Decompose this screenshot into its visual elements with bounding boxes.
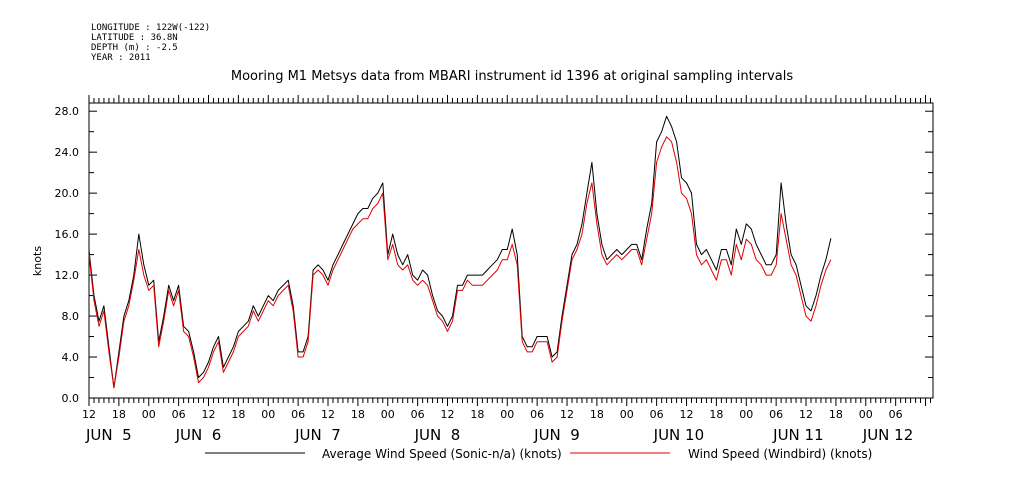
meta-depth: DEPTH (m) : -2.5 xyxy=(91,43,178,53)
y-tick-label: 4.0 xyxy=(62,351,80,364)
y-tick-label: 8.0 xyxy=(62,310,80,323)
legend-label-sonic: Average Wind Speed (Sonic-n/a) (knots) xyxy=(322,447,562,461)
axis-ticks xyxy=(88,95,933,406)
date-label: JUN 10 xyxy=(653,426,704,444)
x-tick-label: 18 xyxy=(231,408,245,421)
x-tick-label: 06 xyxy=(889,408,903,421)
x-tick-label: 12 xyxy=(560,408,574,421)
x-tick-label: 00 xyxy=(261,408,275,421)
date-label: JUN 12 xyxy=(862,426,913,444)
x-tick-label: 18 xyxy=(351,408,365,421)
series-line-sonic xyxy=(88,115,832,389)
y-tick-label: 12.0 xyxy=(55,269,80,282)
y-tick-label: 24.0 xyxy=(55,146,80,159)
meta-year: YEAR : 2011 xyxy=(91,53,151,63)
x-tick-label: 12 xyxy=(799,408,813,421)
x-tick-label: 12 xyxy=(321,408,335,421)
x-tick-label: 00 xyxy=(859,408,873,421)
chart-title: Mooring M1 Metsys data from MBARI instru… xyxy=(231,69,793,84)
x-tick-label: 00 xyxy=(500,408,514,421)
x-tick-labels: 12 18 00 06 12 18 00 06 12 18 00 06 12 18 00 06 12 18 00 06… xyxy=(82,408,903,421)
x-tick-label: 12 xyxy=(441,408,455,421)
x-tick-label: 06 xyxy=(172,408,186,421)
y-axis-label: knots xyxy=(31,246,44,276)
series-line-windbird xyxy=(88,136,832,389)
x-tick-label: 00 xyxy=(620,408,634,421)
x-tick-label: 18 xyxy=(470,408,484,421)
x-tick-label: 18 xyxy=(590,408,604,421)
x-tick-label: 12 xyxy=(202,408,216,421)
date-label: JUN 6 xyxy=(175,426,222,444)
y-tick-label: 20.0 xyxy=(55,187,80,200)
date-label: JUN 5 xyxy=(85,426,132,444)
meta-latitude: LATITUDE : 36.8N xyxy=(91,33,178,43)
x-tick-label: 18 xyxy=(829,408,843,421)
legend-label-windbird: Wind Speed (Windbird) (knots) xyxy=(688,447,872,461)
x-tick-label: 18 xyxy=(112,408,126,421)
y-tick-label: 16.0 xyxy=(55,228,80,241)
x-tick-label: 12 xyxy=(680,408,694,421)
date-labels: JUN 5 JUN 6 JUN 7 JUN 8 JUN 9 JUN 10 JUN 11 JUN… xyxy=(85,426,913,444)
data-series xyxy=(88,115,832,389)
x-tick-label: 06 xyxy=(650,408,664,421)
date-label: JUN 11 xyxy=(772,426,823,444)
x-tick-label: 00 xyxy=(739,408,753,421)
x-tick-label: 06 xyxy=(291,408,305,421)
y-tick-label: 28.0 xyxy=(55,105,80,118)
x-tick-label: 06 xyxy=(530,408,544,421)
plot-frame xyxy=(88,102,934,399)
x-tick-label: 00 xyxy=(381,408,395,421)
x-tick-label: 06 xyxy=(769,408,783,421)
date-label: JUN 7 xyxy=(294,426,341,444)
x-tick-label: 00 xyxy=(142,408,156,421)
x-tick-label: 18 xyxy=(709,408,723,421)
y-tick-label: 0.0 xyxy=(62,392,80,405)
meta-longitude: LONGITUDE : 122W(-122) xyxy=(91,23,210,33)
x-tick-label: 06 xyxy=(411,408,425,421)
date-label: JUN 9 xyxy=(533,426,580,444)
y-tick-labels: 0.0 4.0 8.0 12.0 16.0 20.0 24.0 28.0 xyxy=(55,105,80,405)
x-tick-label: 12 xyxy=(82,408,96,421)
date-label: JUN 8 xyxy=(414,426,461,444)
